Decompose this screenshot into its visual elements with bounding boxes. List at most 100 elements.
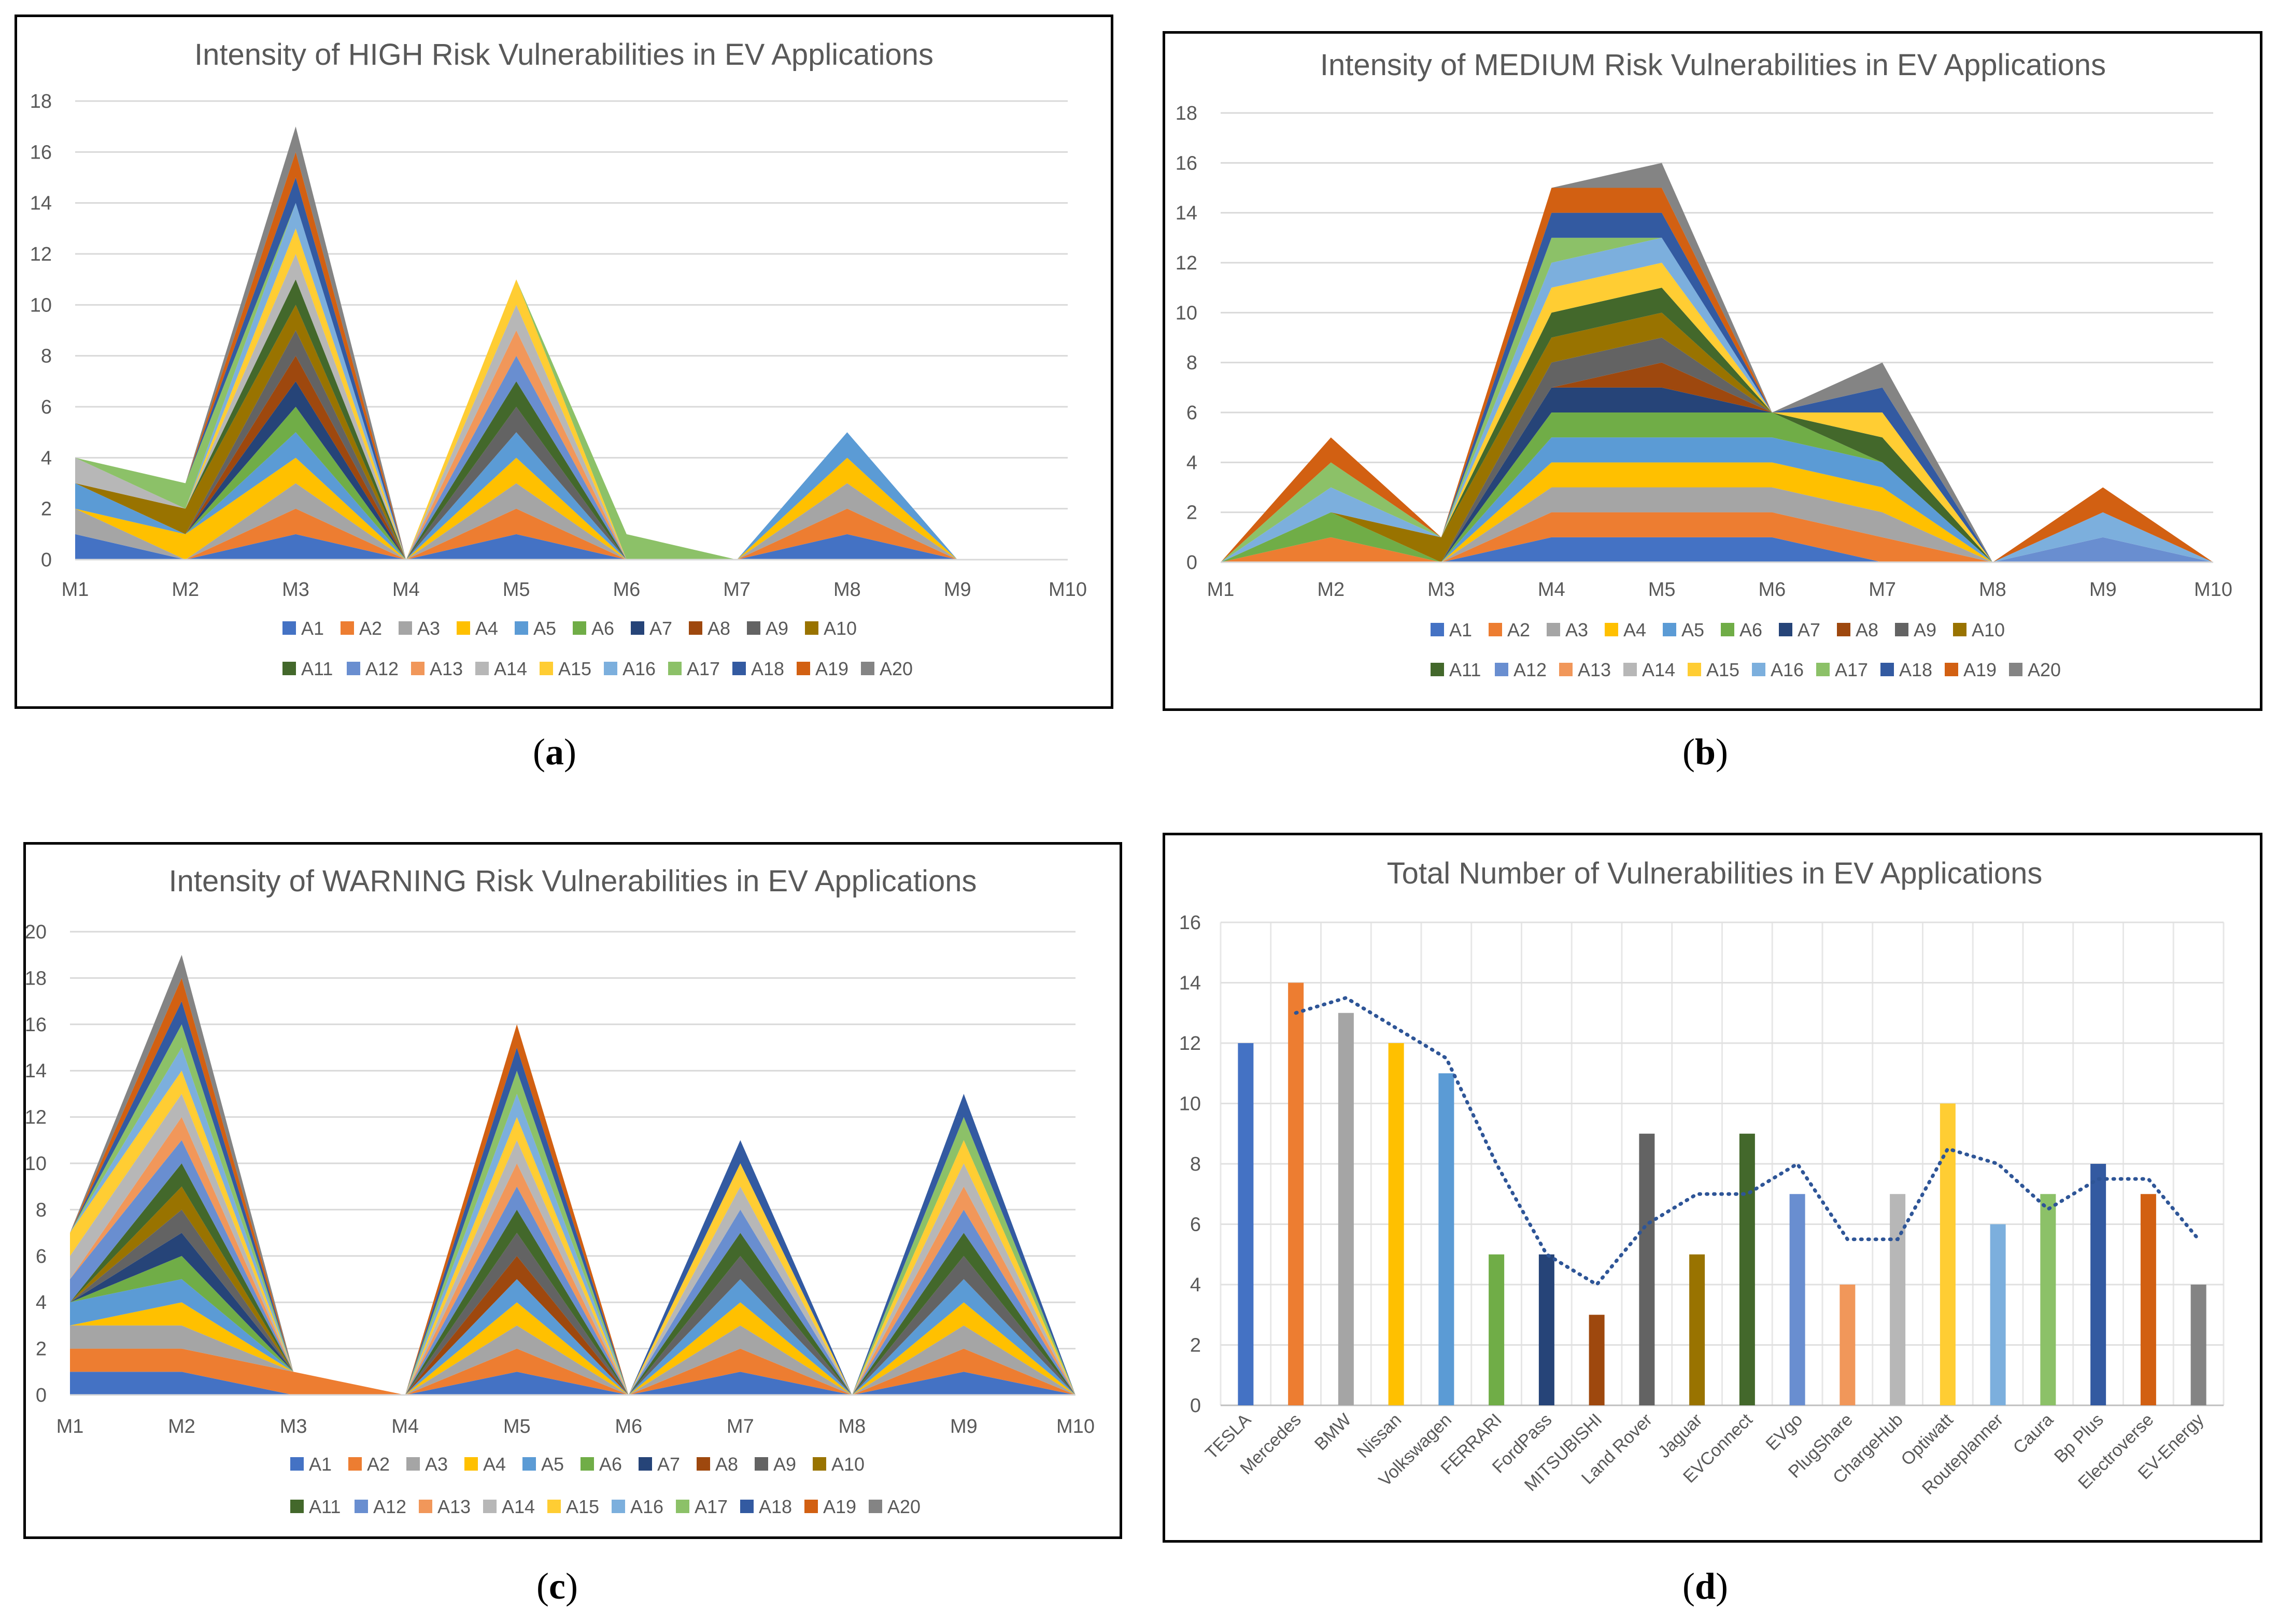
- y-tick-label: 6: [1190, 1214, 1201, 1236]
- area-chart-1: Intensity of MEDIUM Risk Vulnerabilities…: [1176, 48, 2232, 680]
- x-tick-label: M2: [172, 579, 199, 601]
- y-tick-label: 20: [25, 921, 47, 943]
- legend-swatch-A7: [1779, 623, 1792, 636]
- legend-label-A17: A17: [687, 658, 720, 679]
- bar-Jaguar: [1689, 1254, 1705, 1405]
- legend-swatch-A20: [869, 1500, 882, 1513]
- y-tick-label: 4: [1186, 452, 1197, 474]
- area-series-A9: [1221, 337, 2213, 562]
- legend-swatch-A15: [540, 662, 553, 675]
- legend-swatch-A6: [581, 1457, 594, 1471]
- legend-label-A18: A18: [751, 658, 784, 679]
- legend-swatch-A14: [1623, 663, 1637, 676]
- legend-label-A11: A11: [301, 658, 333, 679]
- y-tick-label: 2: [1190, 1335, 1201, 1357]
- legend-swatch-A19: [1945, 663, 1958, 676]
- y-tick-label: 0: [41, 549, 52, 571]
- y-tick-label: 8: [36, 1199, 47, 1221]
- legend-swatch-A11: [1431, 663, 1444, 676]
- y-tick-label: 10: [25, 1153, 47, 1175]
- legend-label-A6: A6: [599, 1454, 622, 1475]
- area-series-A10: [70, 1186, 1076, 1395]
- area-chart-2: Intensity of WARNING Risk Vulnerabilitie…: [25, 864, 1095, 1517]
- bar-EV-Energy: [2190, 1285, 2206, 1405]
- x-tick-label: M3: [282, 579, 309, 601]
- legend-label-A5: A5: [541, 1454, 564, 1475]
- bar-MITSUBISHI: [1589, 1315, 1605, 1405]
- bar-ChargeHub: [1890, 1194, 1906, 1405]
- legend-swatch-A2: [1489, 623, 1502, 636]
- x-tick-label: M7: [1869, 579, 1896, 601]
- y-tick-label: 4: [1190, 1274, 1201, 1296]
- y-tick-label: 2: [1186, 502, 1197, 524]
- area-series-A9: [70, 1209, 1076, 1395]
- legend-label-A9: A9: [773, 1454, 796, 1475]
- x-tick-label: M10: [1049, 579, 1087, 601]
- legend-label-A6: A6: [591, 618, 614, 639]
- bar-Bp Plus: [2090, 1164, 2106, 1405]
- legend-label-A16: A16: [1771, 659, 1804, 680]
- trendline: [1294, 995, 2201, 1287]
- x-tick-label: M9: [950, 1416, 978, 1437]
- bar-Land Rover: [1639, 1133, 1655, 1405]
- legend-label-A1: A1: [301, 618, 324, 639]
- legend-swatch-A7: [631, 621, 644, 635]
- legend-label-A8: A8: [715, 1454, 738, 1475]
- legend-label-A14: A14: [1642, 659, 1675, 680]
- bar-PlugShare: [1840, 1285, 1856, 1405]
- area-series-A20: [70, 955, 1076, 1395]
- area-series-A1: [75, 534, 1068, 560]
- x-tick-label: M2: [1317, 579, 1345, 601]
- legend-label-A13: A13: [430, 658, 463, 679]
- subfigure-label-c: (c): [536, 1565, 578, 1607]
- y-tick-label: 18: [30, 91, 52, 112]
- y-tick-label: 2: [36, 1338, 47, 1360]
- chart-title: Total Number of Vulnerabilities in EV Ap…: [1387, 857, 2043, 890]
- y-tick-label: 12: [25, 1107, 47, 1129]
- area-chart-0: Intensity of HIGH Risk Vulnerabilities i…: [30, 38, 1087, 679]
- x-tick-label: M6: [615, 1416, 642, 1437]
- legend-swatch-A17: [676, 1500, 689, 1513]
- y-tick-label: 0: [1186, 552, 1197, 574]
- x-tick-label: M1: [1207, 579, 1235, 601]
- legend-swatch-A18: [740, 1500, 754, 1513]
- chart-title: Intensity of WARNING Risk Vulnerabilitie…: [168, 864, 977, 898]
- area-series-A16: [1221, 237, 2213, 562]
- legend-label-A5: A5: [1681, 619, 1704, 640]
- legend-label-A20: A20: [2028, 659, 2061, 680]
- bar-Nissan: [1388, 1043, 1404, 1405]
- legend-swatch-A1: [290, 1457, 304, 1471]
- legend-label-A2: A2: [1507, 619, 1530, 640]
- area-series-A1: [70, 1372, 1076, 1395]
- bar-FERRARI: [1489, 1254, 1505, 1405]
- legend-swatch-A16: [612, 1500, 625, 1513]
- legend-swatch-A12: [1495, 663, 1508, 676]
- legend-swatch-A10: [1953, 623, 1966, 636]
- y-tick-label: 18: [1176, 103, 1197, 124]
- legend-swatch-A9: [747, 621, 760, 635]
- x-tick-label: Caura: [2010, 1410, 2057, 1458]
- legend-label-A5: A5: [533, 618, 556, 639]
- x-tick-label: M7: [727, 1416, 754, 1437]
- bar-Routeplanner: [1990, 1224, 2006, 1405]
- y-tick-label: 12: [1179, 1033, 1201, 1055]
- legend-swatch-A9: [1895, 623, 1908, 636]
- y-tick-label: 10: [1179, 1093, 1201, 1115]
- legend-swatch-A17: [1816, 663, 1830, 676]
- legend-swatch-A10: [813, 1457, 826, 1471]
- bar-Optiwatt: [1940, 1103, 1956, 1405]
- panel-a-frame: [15, 15, 1113, 709]
- legend-swatch-A12: [355, 1500, 368, 1513]
- area-series-A6: [70, 1256, 1076, 1395]
- area-series-A4: [1221, 462, 2213, 562]
- bar-TESLA: [1238, 1043, 1254, 1405]
- legend-swatch-A5: [522, 1457, 536, 1471]
- area-series-A5: [70, 1279, 1076, 1395]
- bar-chart: Total Number of Vulnerabilities in EV Ap…: [1179, 857, 2225, 1499]
- legend-label-A17: A17: [695, 1496, 728, 1517]
- legend-label-A3: A3: [1565, 619, 1588, 640]
- legend-swatch-A5: [1663, 623, 1676, 636]
- y-tick-label: 12: [1176, 252, 1197, 274]
- legend-label-A15: A15: [558, 658, 591, 679]
- area-series-A7: [70, 1233, 1076, 1395]
